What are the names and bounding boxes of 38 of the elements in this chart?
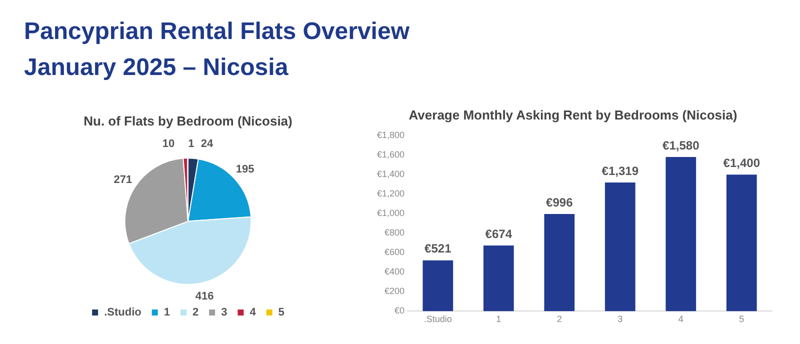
y-tick-label: €1,000 [376,208,405,218]
x-tick-label: .Studio [424,314,452,324]
data-label: €521 [424,242,452,256]
x-tick-label: 5 [739,314,744,324]
y-tick-label: €200 [384,286,405,296]
chart-title: Nu. of Flats by Bedroom (Nicosia) [84,113,292,128]
bar [726,174,757,312]
y-tick-label: €1,200 [376,188,405,199]
chart-title: Average Monthly Asking Rent by Bedrooms (Nicosia) [408,107,738,122]
x-tick-label: 4 [678,314,684,324]
y-tick-label: €1,600 [376,150,405,160]
data-label: 10 [162,138,175,150]
x-tick-label: 1 [496,314,502,324]
y-tick-label: €600 [384,247,405,258]
y-tick-label: €400 [384,266,405,277]
data-label: €1,319 [602,164,639,178]
x-tick-label: 3 [618,314,623,324]
y-tick-label: €1,400 [376,169,405,180]
data-label: €1,580 [662,138,700,152]
bar [604,182,636,312]
bar [422,260,454,312]
bar [483,245,514,312]
y-tick-label: €800 [384,228,405,238]
data-label: 416 [195,290,214,303]
y-tick-label: €1,800 [376,130,405,140]
data-label: 1 [188,138,194,150]
data-label: €996 [546,195,574,210]
data-label: 24 [200,138,214,150]
bar [544,214,575,312]
data-label: €1,400 [723,156,760,170]
text: Pancyprian Rental Flats Overview [24,18,410,46]
y-tick-label: €0 [394,306,405,316]
data-label: 195 [236,163,254,176]
data-label: 271 [114,174,132,186]
data-label: €674 [485,226,512,241]
bar [666,157,696,312]
x-tick-label: 2 [556,314,562,324]
text: January 2025 – Nicosia [24,54,290,82]
